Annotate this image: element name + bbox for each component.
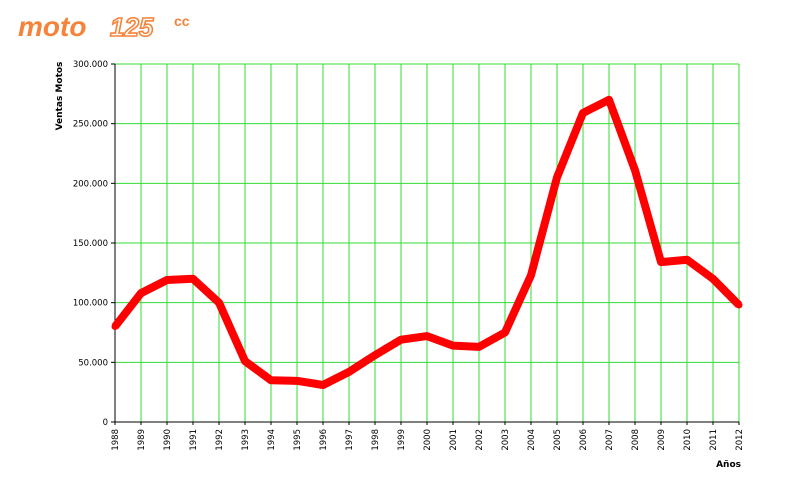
x-tick-label: 1993 bbox=[241, 429, 251, 451]
logo-text-moto: moto bbox=[18, 11, 86, 42]
y-tick-label: 300.000 bbox=[73, 60, 108, 70]
x-tick-label: 2000 bbox=[423, 429, 433, 451]
x-tick-label: 2008 bbox=[631, 429, 641, 451]
y-tick-labels: 0 50.000 100.000 150.000 200.000 250.000 300.0… bbox=[73, 60, 108, 428]
data-point bbox=[397, 336, 405, 344]
x-tick-label: 1994 bbox=[267, 429, 277, 451]
data-point bbox=[423, 332, 431, 340]
data-point bbox=[215, 299, 223, 307]
logo-text-cc: cc bbox=[174, 13, 190, 29]
x-tick-label: 2011 bbox=[709, 429, 719, 451]
y-tick-label: 0 bbox=[103, 418, 108, 428]
data-point bbox=[709, 275, 717, 283]
data-point bbox=[579, 109, 587, 117]
y-tick-label: 150.000 bbox=[73, 239, 108, 249]
data-point bbox=[371, 351, 379, 359]
x-tick-label: 1989 bbox=[137, 429, 147, 451]
x-tick-labels: 1988 1989 1990 1991 1992 1993 1994 1995 1996 1997… bbox=[111, 429, 745, 451]
x-tick-label: 2007 bbox=[605, 429, 615, 451]
x-tick-label: 2009 bbox=[657, 429, 667, 451]
x-tick-label: 2005 bbox=[553, 429, 563, 451]
moto125cc-logo: moto 125 cc bbox=[18, 11, 190, 43]
y-tick-label: 250.000 bbox=[73, 120, 108, 130]
data-point bbox=[163, 276, 171, 284]
data-point bbox=[293, 377, 301, 385]
y-axis-title: Ventas Motos bbox=[55, 62, 65, 131]
data-point bbox=[475, 343, 483, 351]
x-tick-label: 1996 bbox=[319, 429, 329, 451]
data-point bbox=[605, 96, 613, 104]
data-point bbox=[527, 271, 535, 279]
x-tick-label: 1988 bbox=[111, 429, 121, 451]
x-tick-label: 2001 bbox=[449, 429, 459, 451]
data-point bbox=[319, 381, 327, 389]
x-tick-label: 1990 bbox=[163, 429, 173, 451]
x-axis-title: Años bbox=[716, 460, 741, 470]
y-tick-label: 100.000 bbox=[73, 299, 108, 309]
x-tick-label: 2006 bbox=[579, 429, 589, 451]
data-point bbox=[501, 329, 509, 336]
data-point bbox=[683, 256, 691, 264]
x-tick-label: 2012 bbox=[735, 429, 745, 451]
x-tick-label: 1998 bbox=[371, 429, 381, 451]
data-point bbox=[137, 289, 145, 297]
data-point bbox=[111, 323, 119, 331]
data-point bbox=[631, 166, 639, 174]
data-point bbox=[267, 376, 275, 384]
grid-lines bbox=[114, 63, 740, 423]
data-point bbox=[553, 173, 561, 181]
x-tick-label: 2002 bbox=[475, 429, 485, 451]
logo-text-125: 125 bbox=[110, 12, 154, 42]
data-point bbox=[735, 301, 743, 309]
data-point bbox=[449, 342, 457, 350]
x-tick-label: 1997 bbox=[345, 429, 355, 451]
y-tick-label: 200.000 bbox=[73, 179, 108, 189]
data-point bbox=[345, 368, 353, 376]
x-tick-label: 2003 bbox=[501, 429, 511, 451]
x-tick-label: 1995 bbox=[293, 429, 303, 451]
axes bbox=[111, 63, 740, 425]
x-tick-label: 2010 bbox=[683, 429, 693, 451]
data-point bbox=[189, 275, 197, 283]
x-tick-label: 2004 bbox=[527, 429, 537, 451]
data-point bbox=[657, 258, 665, 266]
x-tick-label: 1999 bbox=[397, 429, 407, 451]
x-tick-label: 1992 bbox=[215, 429, 225, 451]
data-point bbox=[241, 357, 249, 365]
x-tick-label: 1991 bbox=[189, 429, 199, 451]
data-series bbox=[111, 95, 743, 390]
y-tick-label: 50.000 bbox=[78, 358, 108, 368]
